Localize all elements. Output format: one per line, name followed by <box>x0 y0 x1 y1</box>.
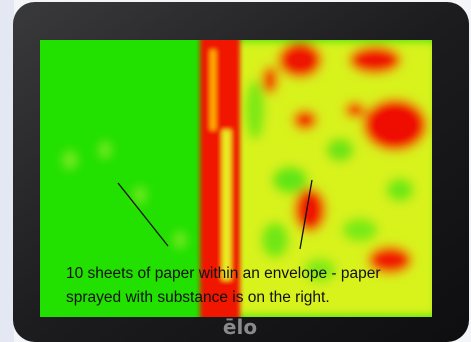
backdrop <box>0 0 14 342</box>
caption-line: sprayed with substance is on the right. <box>66 289 330 306</box>
logo: ēlo <box>223 315 257 339</box>
heatmap-left <box>62 141 187 249</box>
pointer-line <box>299 179 313 250</box>
heatmap-right <box>228 40 432 317</box>
caption-line: 10 sheets of paper within an envelope - … <box>66 265 381 282</box>
screen: 10 sheets of paper within an envelope - … <box>40 40 432 317</box>
heatmap-band <box>200 40 240 317</box>
pointer-line <box>117 182 169 247</box>
